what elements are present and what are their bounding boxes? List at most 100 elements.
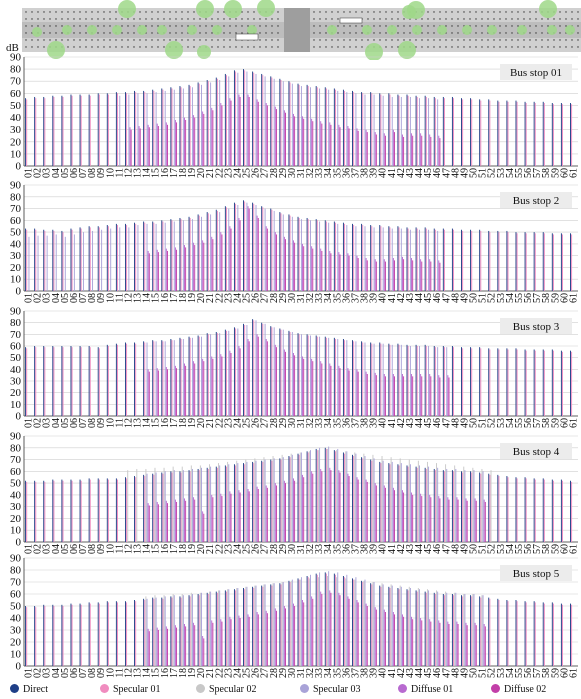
bar-diffuse-01 (347, 596, 349, 666)
bar-specular-01 (71, 95, 73, 166)
bar-specular-03 (264, 208, 266, 291)
map-dot (529, 18, 531, 20)
map-dot (481, 32, 483, 34)
map-dot (385, 32, 387, 34)
map-dot (169, 25, 171, 27)
bar-direct (79, 227, 81, 291)
bar-specular-01 (325, 337, 327, 416)
bar-diffuse-02 (430, 261, 432, 291)
bar-diffuse-02 (275, 347, 277, 416)
bar-specular-03 (55, 234, 57, 291)
bar-specular-01 (353, 579, 355, 666)
bar-specular-03 (346, 225, 348, 291)
bar-specular-03 (400, 96, 402, 166)
bar-direct (424, 591, 426, 666)
bar-specular-01 (571, 604, 573, 666)
bar-diffuse-02 (375, 134, 377, 166)
map-dot (445, 18, 447, 20)
map-dot (43, 32, 45, 34)
map-dot (505, 32, 507, 34)
map-dot (427, 25, 429, 27)
map-dot (319, 32, 321, 34)
bar-diffuse-01 (202, 240, 204, 291)
bar-specular-01 (453, 471, 455, 542)
bar-specular-01 (562, 604, 563, 666)
map-dot (187, 18, 189, 20)
bar-diffuse-02 (239, 618, 241, 666)
bar-specular-03 (273, 210, 275, 291)
bar-specular-02 (154, 595, 156, 666)
bar-diffuse-01 (265, 485, 267, 542)
bar-specular-03 (373, 343, 375, 416)
bar-specular-03 (273, 327, 275, 416)
map-dot (85, 11, 87, 13)
map-dot (43, 25, 45, 27)
map-dot (61, 11, 63, 13)
bar-specular-01 (398, 465, 400, 542)
bar-specular-01 (226, 466, 227, 542)
bar-specular-02 (445, 464, 447, 542)
map-dot (49, 39, 51, 41)
map-dot (43, 18, 45, 20)
bar-specular-01 (471, 472, 473, 542)
bar-direct (297, 83, 299, 166)
bar-specular-03 (155, 597, 157, 666)
bar-diffuse-01 (229, 616, 231, 666)
bar-direct (306, 84, 308, 166)
bar-specular-02 (254, 458, 256, 542)
bar-direct (479, 596, 481, 666)
bar-diffuse-02 (439, 498, 441, 542)
map-dot (433, 32, 435, 34)
map-dot (457, 25, 459, 27)
bar-direct (61, 230, 63, 291)
bar-diffuse-02 (194, 245, 196, 291)
bar-specular-03 (182, 88, 184, 166)
bar-diffuse-01 (311, 471, 313, 542)
map-dot (37, 39, 39, 41)
x-tick-label: 61 (568, 168, 579, 178)
bar-direct (515, 348, 517, 416)
bar-specular-01 (171, 472, 173, 542)
bar-direct (224, 329, 226, 416)
map-dot (373, 25, 375, 27)
map-dot (61, 32, 63, 34)
y-tick-label: 30 (10, 376, 22, 388)
bar-diffuse-01 (274, 483, 276, 542)
y-tick-label: 70 (10, 577, 22, 589)
bar-specular-03 (364, 94, 366, 166)
map-dot (169, 18, 171, 20)
bar-specular-01 (507, 601, 509, 666)
bar-diffuse-01 (374, 259, 376, 291)
bar-diffuse-02 (266, 105, 268, 166)
bar-specular-01 (562, 104, 563, 166)
bar-direct (342, 452, 344, 542)
map-dot (55, 39, 57, 41)
bar-specular-01 (162, 221, 164, 291)
map-dot (37, 25, 39, 27)
bar-specular-01 (353, 341, 355, 416)
bar-diffuse-02 (321, 363, 323, 416)
bar-specular-01 (280, 584, 282, 666)
bar-direct (361, 457, 363, 542)
bar-specular-02 (399, 458, 401, 542)
bar-diffuse-02 (430, 136, 432, 166)
bar-specular-01 (307, 452, 309, 542)
map-dot (67, 18, 69, 20)
bar-diffuse-02 (294, 116, 296, 166)
chart-panel-2: 0102030405060708090010203040506070809101… (10, 180, 579, 304)
map-dot (403, 18, 405, 20)
map-dot (157, 11, 159, 13)
bar-specular-01 (244, 325, 246, 416)
bar-specular-03 (346, 340, 348, 416)
y-tick-label: 40 (10, 613, 22, 625)
bar-specular-01 (44, 606, 46, 666)
bar-specular-01 (171, 597, 173, 666)
map-dot (547, 18, 549, 20)
bar-direct (79, 479, 81, 542)
y-tick-label: 10 (10, 148, 22, 160)
bar-direct (324, 447, 326, 542)
bar-specular-01 (71, 347, 73, 416)
y-tick-label: 60 (10, 215, 22, 227)
bar-diffuse-01 (293, 240, 294, 291)
bar-specular-03 (128, 94, 130, 166)
